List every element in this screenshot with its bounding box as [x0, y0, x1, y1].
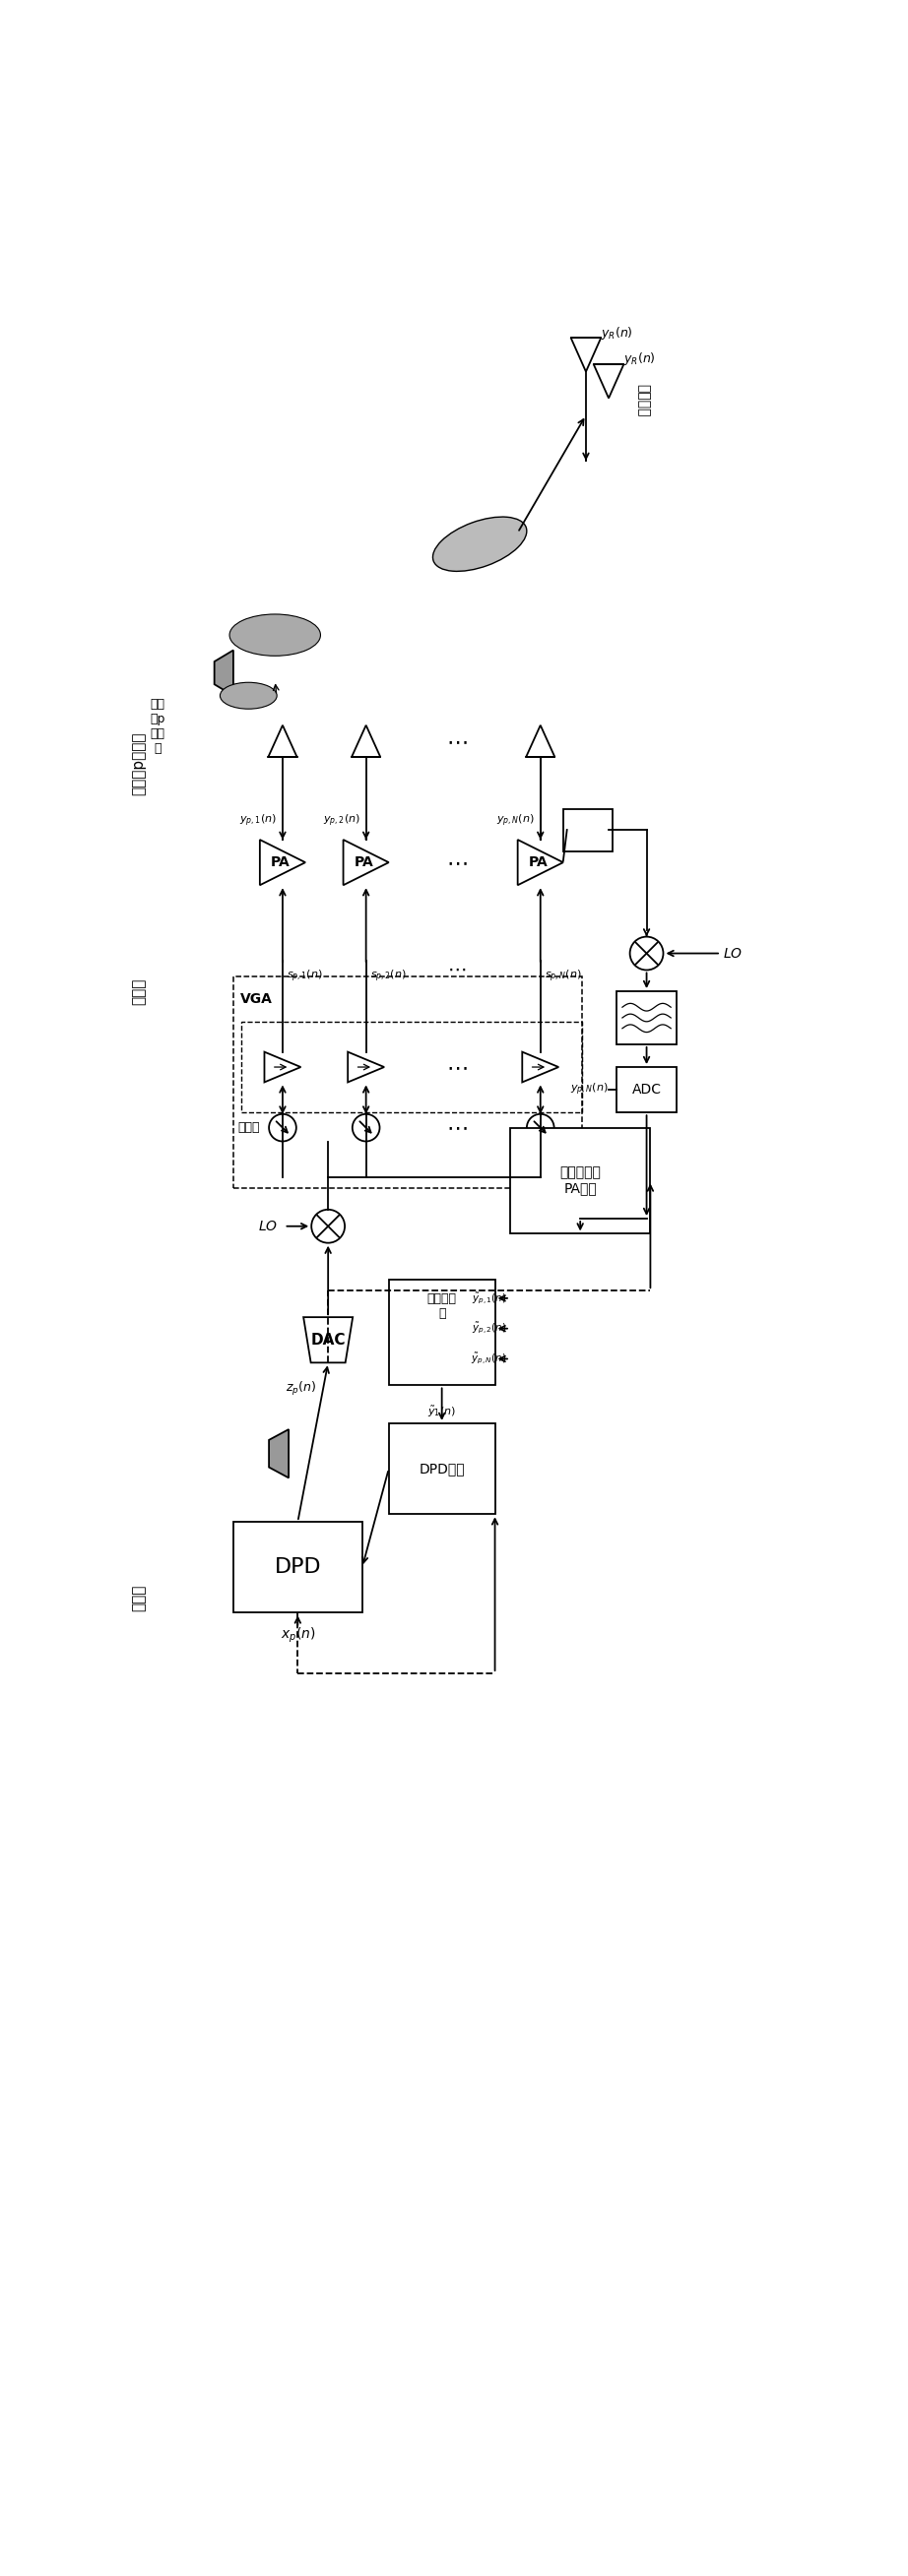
Text: $LO$: $LO$	[258, 1218, 277, 1234]
Text: DPD训练: DPD训练	[419, 1461, 465, 1476]
Bar	[510, 1128, 650, 1234]
Circle shape	[630, 938, 663, 971]
Text: PA: PA	[528, 855, 548, 868]
Text: $\cdots$: $\cdots$	[447, 853, 468, 873]
Text: $s_{p,2}(n)$: $s_{p,2}(n)$	[370, 969, 406, 984]
Bar	[567, 814, 608, 848]
Text: 模拟域: 模拟域	[131, 979, 146, 1005]
Text: $z_p(n)$: $z_p(n)$	[286, 1381, 317, 1399]
Text: $\tilde{y}_{p,N}(n)$: $\tilde{y}_{p,N}(n)$	[470, 1352, 507, 1365]
Text: PA: PA	[354, 855, 373, 868]
Bar	[233, 976, 582, 1188]
Bar	[389, 1280, 495, 1386]
Text: DAC: DAC	[311, 1332, 346, 1347]
Text: $y_R(n)$: $y_R(n)$	[601, 325, 634, 343]
Text: $\tilde{y}_{p,2}(n)$: $\tilde{y}_{p,2}(n)$	[471, 1321, 507, 1337]
Circle shape	[269, 1113, 296, 1141]
Text: $y_{p,N}(n)$: $y_{p,N}(n)$	[570, 1082, 608, 1097]
Text: $y_{p,2}(n)$: $y_{p,2}(n)$	[322, 811, 360, 829]
Circle shape	[527, 1113, 554, 1141]
Text: 子阵
列p
的波
束: 子阵 列p 的波 束	[150, 698, 165, 755]
Circle shape	[311, 1211, 345, 1242]
Text: $x_p(n)$: $x_p(n)$	[281, 1625, 315, 1646]
Bar	[617, 1066, 677, 1113]
Text: 接收天线: 接收天线	[636, 384, 650, 417]
Bar	[563, 809, 613, 850]
Text: $y_R(n)$: $y_R(n)$	[624, 350, 656, 366]
Bar	[389, 1425, 495, 1515]
Text: 移相器: 移相器	[237, 1121, 260, 1133]
Bar	[233, 1522, 362, 1613]
Text: DPD: DPD	[274, 1558, 321, 1577]
Text: PA: PA	[271, 855, 290, 868]
Text: $LO$: $LO$	[723, 945, 742, 961]
Text: $\cdots$: $\cdots$	[447, 732, 468, 752]
Text: $y_{p,1}(n)$: $y_{p,1}(n)$	[239, 811, 277, 829]
Text: 主波束合
成: 主波束合 成	[427, 1293, 457, 1319]
Text: $s_{p,1}(n)$: $s_{p,1}(n)$	[286, 969, 322, 984]
Polygon shape	[269, 1430, 289, 1479]
Text: 子阵列p的波束: 子阵列p的波束	[131, 732, 146, 796]
Text: ADC: ADC	[632, 1082, 661, 1097]
Circle shape	[352, 1113, 380, 1141]
Text: 功率可扩展
PA建模: 功率可扩展 PA建模	[559, 1167, 601, 1195]
Polygon shape	[214, 649, 233, 696]
Bar	[617, 992, 677, 1043]
Text: $\tilde{y}_1(n)$: $\tilde{y}_1(n)$	[428, 1404, 456, 1419]
Text: $\tilde{y}_{p,1}(n)$: $\tilde{y}_{p,1}(n)$	[471, 1291, 507, 1306]
Text: 数字域: 数字域	[131, 1584, 146, 1610]
Text: $s_{p,N}(n)$: $s_{p,N}(n)$	[544, 969, 581, 984]
Bar	[241, 1023, 582, 1113]
Text: $\cdots$: $\cdots$	[447, 1118, 468, 1139]
Ellipse shape	[230, 613, 321, 657]
Text: $\cdots$: $\cdots$	[447, 1056, 468, 1077]
Text: VGA: VGA	[240, 992, 272, 1005]
Ellipse shape	[433, 518, 527, 572]
Text: $y_{p,N}(n)$: $y_{p,N}(n)$	[496, 811, 534, 829]
Text: $\cdots$: $\cdots$	[448, 958, 467, 979]
Ellipse shape	[220, 683, 277, 708]
